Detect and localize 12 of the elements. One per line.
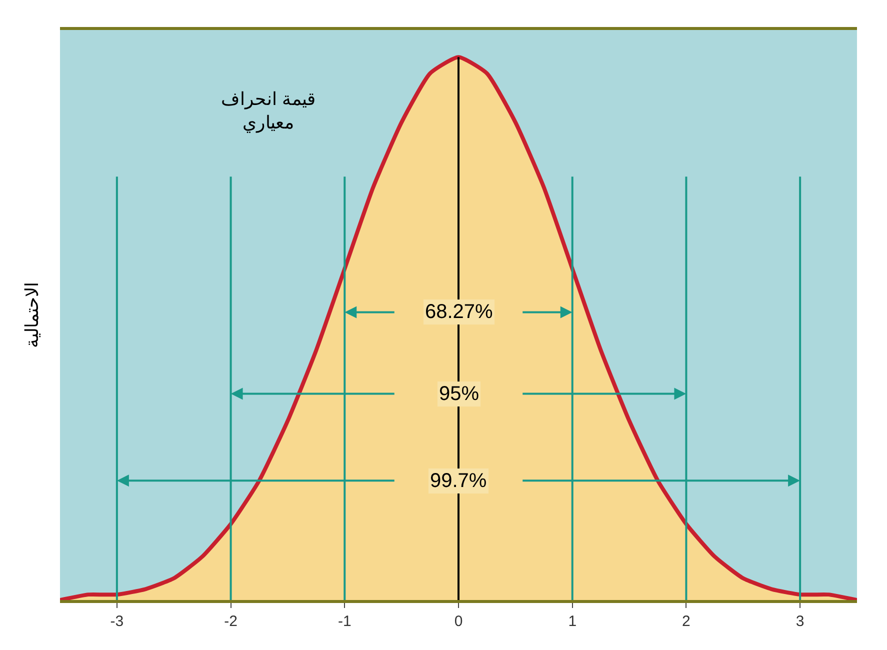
x-tick-label: -3: [110, 613, 124, 630]
x-tick-label: -1: [338, 613, 352, 630]
x-tick-label: 1: [568, 613, 577, 630]
x-tick-label: 0: [454, 613, 463, 630]
annotation: قيمة انحراف معياري: [221, 89, 316, 134]
x-tick-label: 3: [796, 613, 804, 630]
y-axis-title: الاحتمالية: [22, 282, 42, 348]
x-tick-label: -2: [224, 613, 238, 630]
x-tick-label: 2: [682, 613, 690, 630]
annotation: 68.27%: [425, 301, 494, 323]
annotation: 95%: [439, 383, 480, 405]
annotation: 99.7%: [430, 470, 487, 492]
